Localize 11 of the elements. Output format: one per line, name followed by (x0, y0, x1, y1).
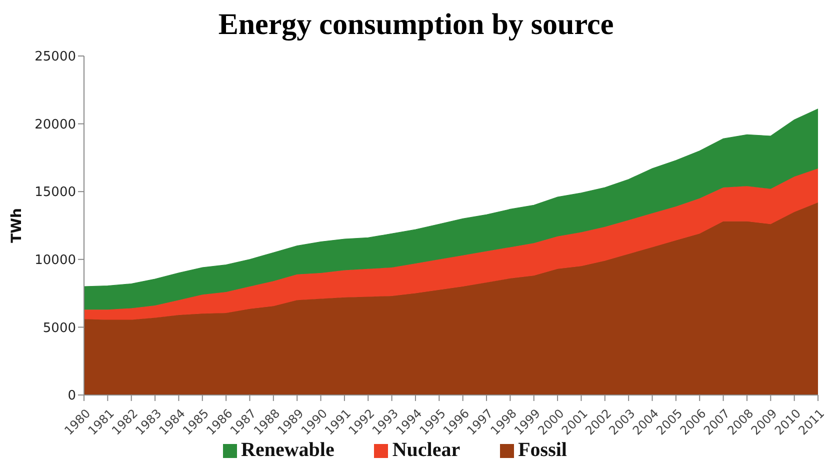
legend-label: Nuclear (392, 439, 460, 461)
legend-label: Fossil (518, 439, 567, 461)
y-tick-label: 0 (68, 388, 76, 404)
chart-title: Energy consumption by source (217, 8, 615, 43)
legend-label: Renewable (241, 439, 334, 461)
y-tick-label: 20000 (34, 117, 76, 132)
y-axis-title: TWh (8, 208, 25, 243)
y-tick-label: 15000 (34, 185, 76, 200)
y-tick-label: 5000 (42, 320, 76, 336)
y-tick-label: 10000 (34, 253, 76, 268)
y-tick-label: 25000 (34, 50, 76, 65)
